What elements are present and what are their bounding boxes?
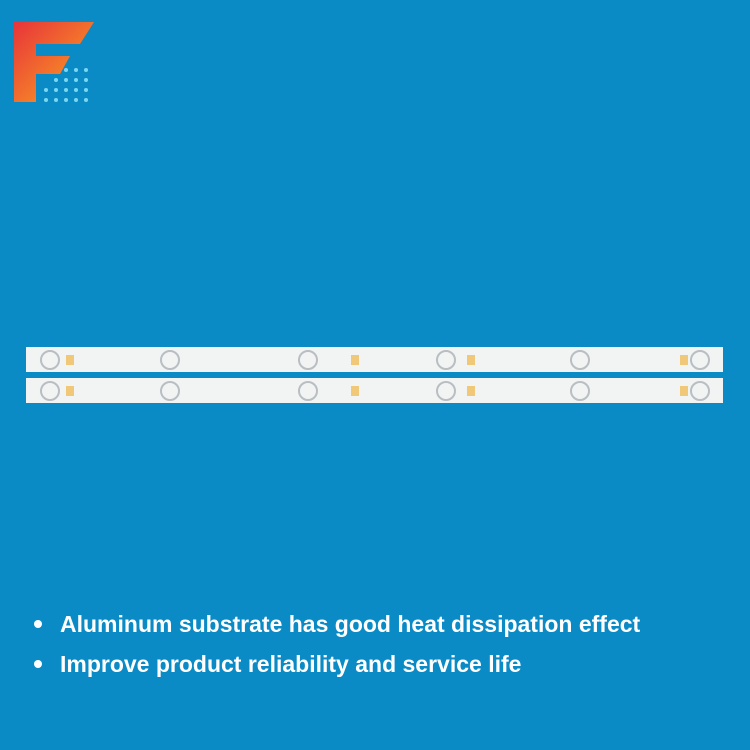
bullet: Improve product reliability and service … bbox=[30, 644, 640, 684]
led-strips bbox=[26, 347, 723, 403]
logo bbox=[14, 22, 94, 102]
bullet: Aluminum substrate has good heat dissipa… bbox=[30, 604, 640, 644]
bullet-list: Aluminum substrate has good heat dissipa… bbox=[30, 604, 640, 684]
